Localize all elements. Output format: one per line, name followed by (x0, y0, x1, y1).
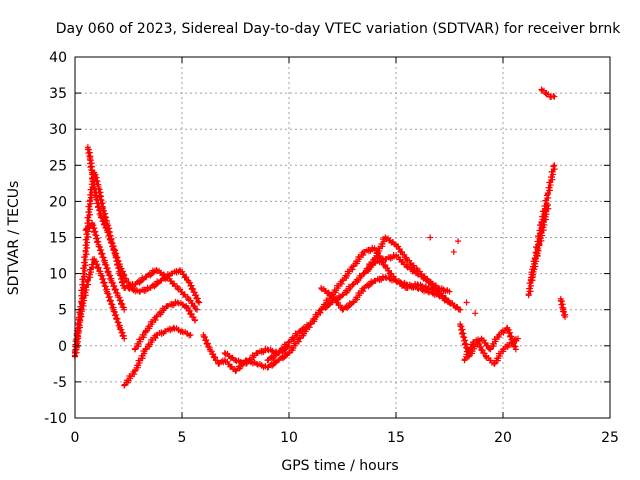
y-tick-label: 0 (58, 339, 67, 355)
grid (75, 57, 610, 418)
track-trace (132, 298, 199, 352)
x-tick-label: 20 (494, 430, 512, 446)
y-tick-label: 30 (49, 122, 67, 138)
series-track-n (360, 234, 464, 313)
track-trace (457, 323, 520, 366)
series-track-p (461, 324, 519, 364)
axis-ticks: 0 5 10 15 20 25 -10 -5 0 5 10 15 20 25 30 35 40 (44, 50, 619, 446)
series-track-h (121, 324, 194, 389)
track-trace (83, 221, 127, 311)
y-axis-label: SDTVAR / TECUs (6, 181, 22, 296)
track-trace (557, 297, 569, 319)
y-tick-label: 10 (49, 267, 67, 283)
x-tick-label: 0 (71, 430, 80, 446)
x-tick-label: 5 (178, 430, 187, 446)
y-tick-label: -5 (53, 375, 67, 391)
track-trace (126, 267, 202, 305)
x-tick-label: 15 (387, 430, 405, 446)
x-tick-label: 25 (601, 430, 619, 446)
chart-title: Day 060 of 2023, Sidereal Day-to-day VTE… (56, 21, 621, 37)
series-track-f (125, 266, 203, 306)
series-track-r (527, 202, 552, 284)
data-point-markers (264, 252, 453, 364)
series-track-g (131, 298, 199, 353)
track-trace (539, 87, 557, 101)
series-track-s (538, 86, 558, 101)
series-track-c (84, 144, 136, 292)
y-tick-label: 20 (49, 194, 67, 210)
y-tick-label: 25 (49, 158, 67, 174)
track-trace (361, 235, 462, 313)
data-points (71, 86, 569, 389)
y-tick-label: 35 (49, 86, 67, 102)
data-point-markers (427, 234, 479, 317)
y-tick-label: 15 (49, 231, 67, 247)
series-track-m (318, 273, 453, 313)
x-tick-label: 10 (280, 430, 298, 446)
series-track-k (264, 251, 453, 364)
y-tick-label: -10 (44, 411, 67, 427)
series-track-d (82, 220, 128, 313)
y-tick-label: 5 (58, 303, 67, 319)
series-isolated (427, 234, 479, 317)
track-trace (527, 203, 552, 283)
track-trace (461, 325, 519, 363)
track-trace (121, 325, 193, 388)
series-track-t (557, 295, 569, 320)
track-trace (84, 146, 136, 291)
y-tick-label: 40 (49, 50, 67, 66)
x-axis-label: GPS time / hours (281, 458, 398, 474)
